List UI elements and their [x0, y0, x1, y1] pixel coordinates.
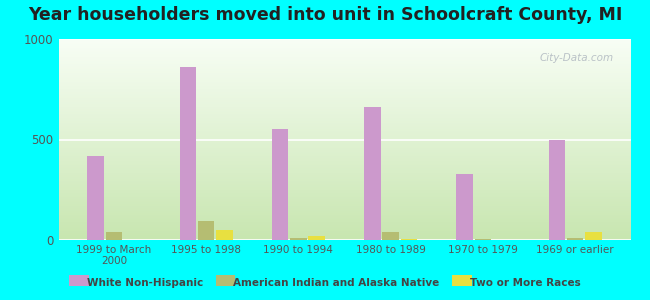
Bar	[216, 230, 233, 240]
Bar	[474, 239, 491, 240]
Bar	[400, 239, 417, 240]
Bar	[198, 221, 214, 240]
Bar	[567, 238, 584, 240]
Bar	[290, 238, 307, 240]
Bar	[549, 140, 566, 240]
Bar	[382, 232, 399, 240]
Bar	[179, 67, 196, 240]
Text: City-Data.com: City-Data.com	[540, 53, 614, 63]
Bar	[585, 232, 602, 240]
Bar	[87, 156, 104, 240]
Bar	[308, 236, 325, 240]
Bar	[456, 174, 473, 240]
Bar	[105, 232, 122, 240]
Bar	[272, 129, 289, 240]
Legend: White Non-Hispanic, American Indian and Alaska Native, Two or More Races: White Non-Hispanic, American Indian and …	[65, 274, 585, 292]
Text: Year householders moved into unit in Schoolcraft County, MI: Year householders moved into unit in Sch…	[28, 6, 622, 24]
Bar	[364, 107, 381, 240]
